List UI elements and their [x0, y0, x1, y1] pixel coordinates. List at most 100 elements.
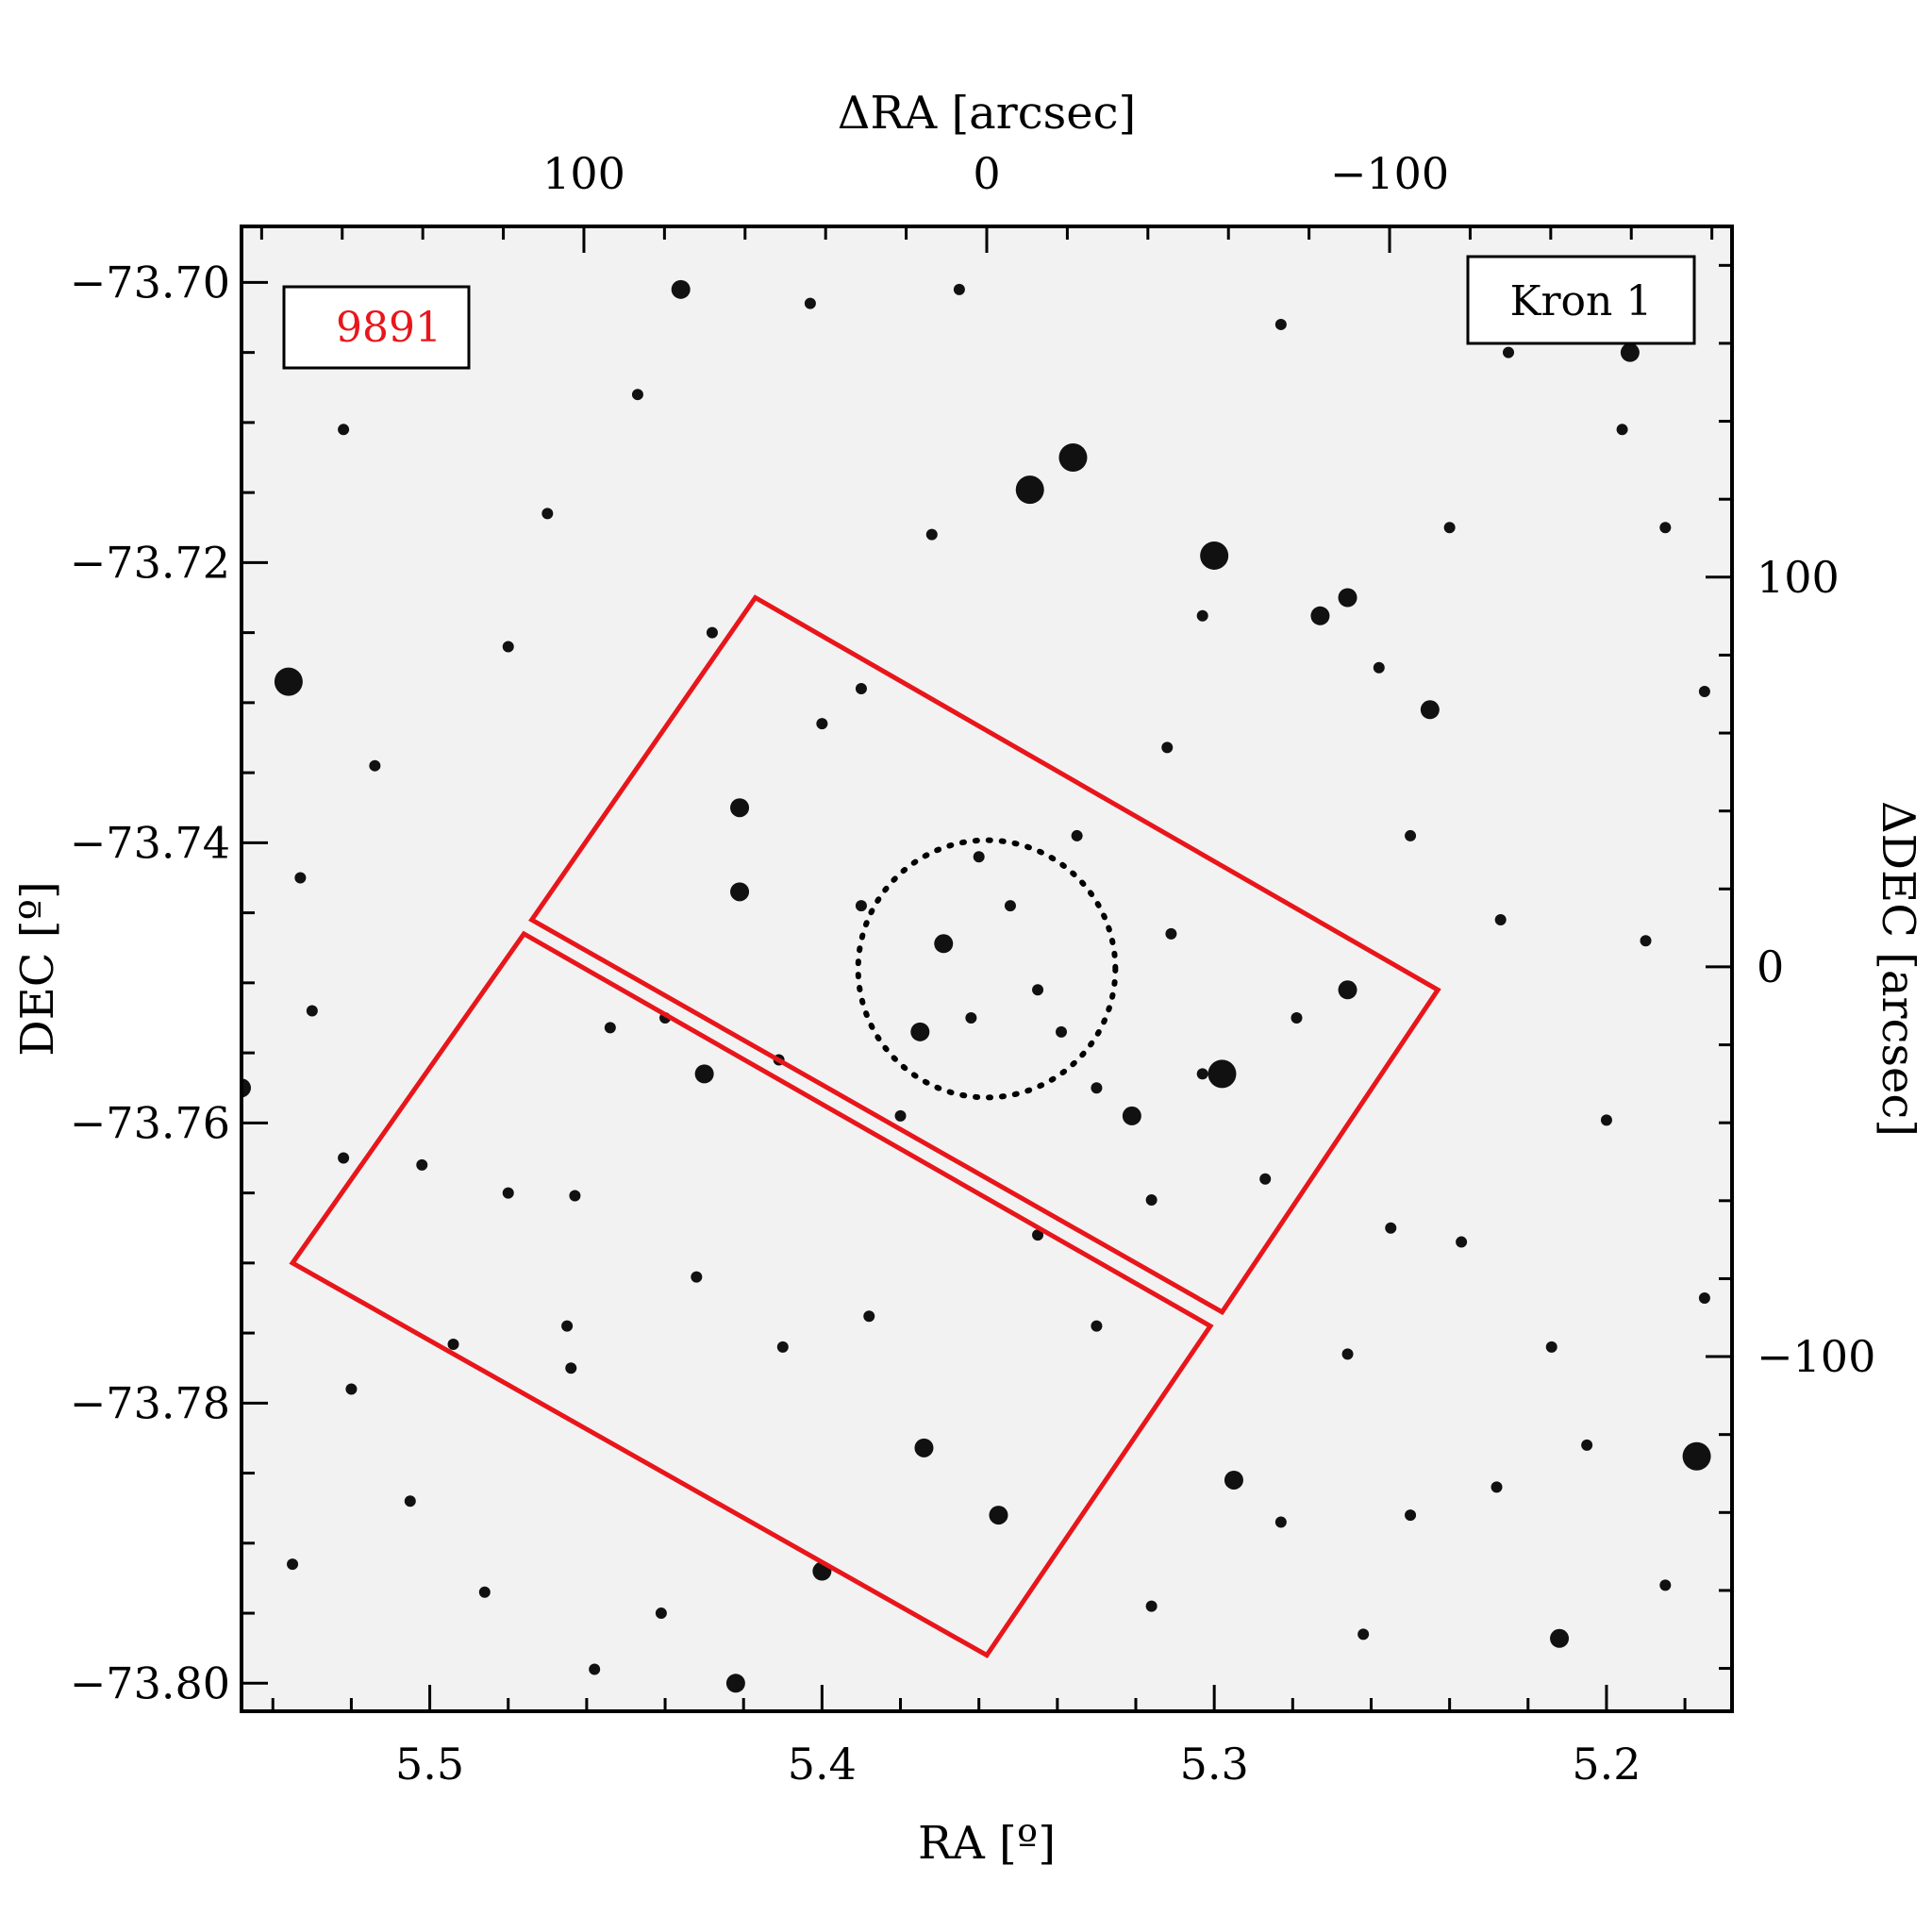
x-axis-title: RA [º] [918, 1817, 1056, 1870]
star [1443, 522, 1456, 534]
star [691, 1271, 703, 1283]
star [1015, 475, 1044, 505]
star [1456, 1236, 1468, 1248]
star [1503, 346, 1514, 358]
star [447, 1338, 459, 1350]
star [1161, 741, 1174, 754]
star [1640, 935, 1652, 947]
star [369, 759, 381, 772]
star [863, 1310, 875, 1323]
star [1550, 1628, 1570, 1648]
star [855, 900, 867, 912]
top-axis-title: ΔRA [arcsec] [838, 87, 1137, 140]
x-tick-label: 5.2 [1572, 1739, 1641, 1790]
star [804, 297, 816, 309]
footprint-lower-chip [289, 930, 1214, 1658]
right-tick-label: −100 [1757, 1331, 1875, 1382]
sky-image [242, 226, 1732, 1711]
x-tick-label: 5.3 [1180, 1739, 1249, 1790]
cluster-label-box: Kron 1 [1466, 255, 1696, 345]
star [730, 882, 750, 902]
y-tick-label: −73.80 [70, 1657, 230, 1708]
star [242, 1078, 251, 1098]
star [306, 1005, 318, 1017]
star [294, 872, 307, 884]
y-tick-label: −73.76 [70, 1097, 230, 1148]
star [1145, 1194, 1158, 1207]
stars-layer [242, 279, 1711, 1693]
star [1259, 1173, 1272, 1185]
star [502, 1187, 514, 1199]
star [1357, 1628, 1370, 1641]
star [1682, 1441, 1711, 1471]
star [1373, 661, 1385, 674]
star [1698, 1291, 1710, 1304]
cluster-label-frame [1466, 255, 1696, 345]
star [1338, 980, 1357, 1000]
star [1274, 318, 1287, 330]
axis-ticks [242, 226, 1732, 1711]
star [1145, 1600, 1158, 1612]
star [338, 424, 350, 436]
star [565, 1362, 577, 1374]
star [1491, 1481, 1503, 1493]
star [1165, 927, 1177, 940]
footprint-layer [289, 594, 1441, 1658]
star [910, 1022, 930, 1041]
star [478, 1586, 491, 1598]
star [1616, 424, 1628, 436]
star [1208, 1059, 1237, 1089]
star [1274, 1516, 1287, 1528]
star [914, 1438, 934, 1457]
star [1091, 1082, 1103, 1094]
star [561, 1320, 574, 1332]
star [925, 528, 938, 541]
right-tick-label: 0 [1757, 941, 1784, 992]
star [1196, 609, 1208, 622]
sky-background [242, 226, 1732, 1711]
right-tick-label: 100 [1757, 552, 1840, 603]
star [274, 667, 303, 696]
star [631, 389, 643, 401]
star [541, 508, 554, 520]
star [1659, 1579, 1672, 1591]
star [776, 1341, 789, 1353]
tick-labels: 5.5 5.4 5.3 5.2 −73.70 −73.72 −73.74 −73.76 −73.… [70, 148, 1876, 1790]
cluster-radius-circle [855, 837, 1119, 1101]
star [502, 641, 514, 653]
top-tick-label: −100 [1330, 148, 1449, 199]
star [671, 279, 691, 299]
star [816, 718, 828, 730]
star [953, 283, 965, 295]
star [1405, 1509, 1417, 1522]
star [1581, 1439, 1593, 1451]
star [1058, 443, 1088, 473]
star [934, 934, 954, 954]
star [604, 1022, 616, 1034]
y-tick-label: −73.74 [70, 817, 230, 868]
y-tick-label: −73.72 [70, 537, 230, 588]
star [706, 626, 718, 639]
star [1032, 984, 1044, 996]
star [345, 1383, 358, 1395]
star [1659, 522, 1672, 534]
star [655, 1607, 667, 1620]
star [1385, 1222, 1397, 1234]
top-tick-label: 100 [542, 148, 625, 199]
star [1291, 1011, 1303, 1024]
star [287, 1558, 299, 1571]
star [416, 1158, 428, 1171]
star [1420, 700, 1440, 720]
star [589, 1663, 601, 1675]
y-tick-label: −73.78 [70, 1377, 230, 1428]
x-tick-label: 5.5 [395, 1739, 464, 1790]
field-label: 9891 [336, 304, 441, 352]
star [1032, 1229, 1044, 1241]
cluster-label: Kron 1 [1510, 277, 1653, 325]
star [1122, 1106, 1141, 1125]
star [973, 851, 985, 863]
star [338, 1152, 350, 1164]
star [1200, 541, 1229, 570]
y-tick-label: −73.70 [70, 257, 230, 308]
